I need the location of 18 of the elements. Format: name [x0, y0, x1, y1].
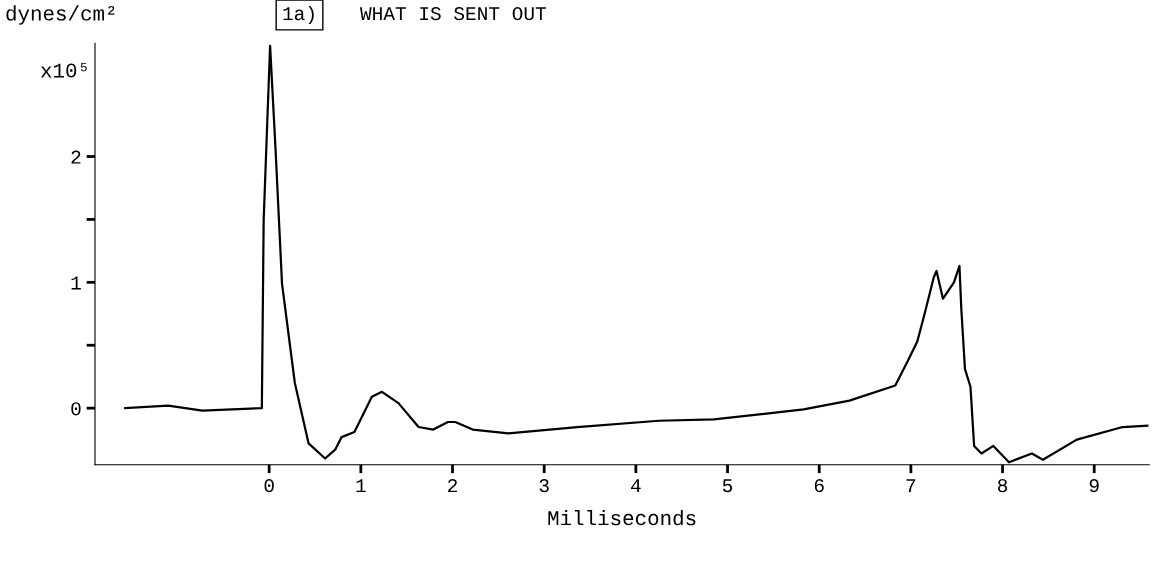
y-tick-label: 0	[71, 402, 81, 416]
x-tick-label: 3	[539, 479, 549, 493]
chart-subtitle: WHAT IS SENT OUT	[360, 7, 546, 21]
x-tick-label: 7	[906, 479, 916, 493]
y-tick-label: 1	[71, 276, 81, 290]
x-tick-label: 8	[997, 479, 1008, 493]
y-tick-label: 2	[71, 150, 81, 164]
x-tick-label: 2	[448, 479, 457, 493]
text: x10⁵	[40, 62, 87, 78]
x-tick-label: 9	[1089, 479, 1099, 493]
x-tick-label: 6	[814, 479, 824, 493]
text: dynes/cm²	[6, 5, 115, 25]
x-tick-label: 0	[264, 479, 274, 493]
x-tick-label: 5	[722, 479, 733, 493]
x-tick-label: 1	[356, 479, 366, 493]
x-tick-label: 4	[631, 479, 641, 493]
x-axis-title: Milliseconds	[548, 509, 696, 526]
chart-title: 1a)	[283, 5, 314, 25]
